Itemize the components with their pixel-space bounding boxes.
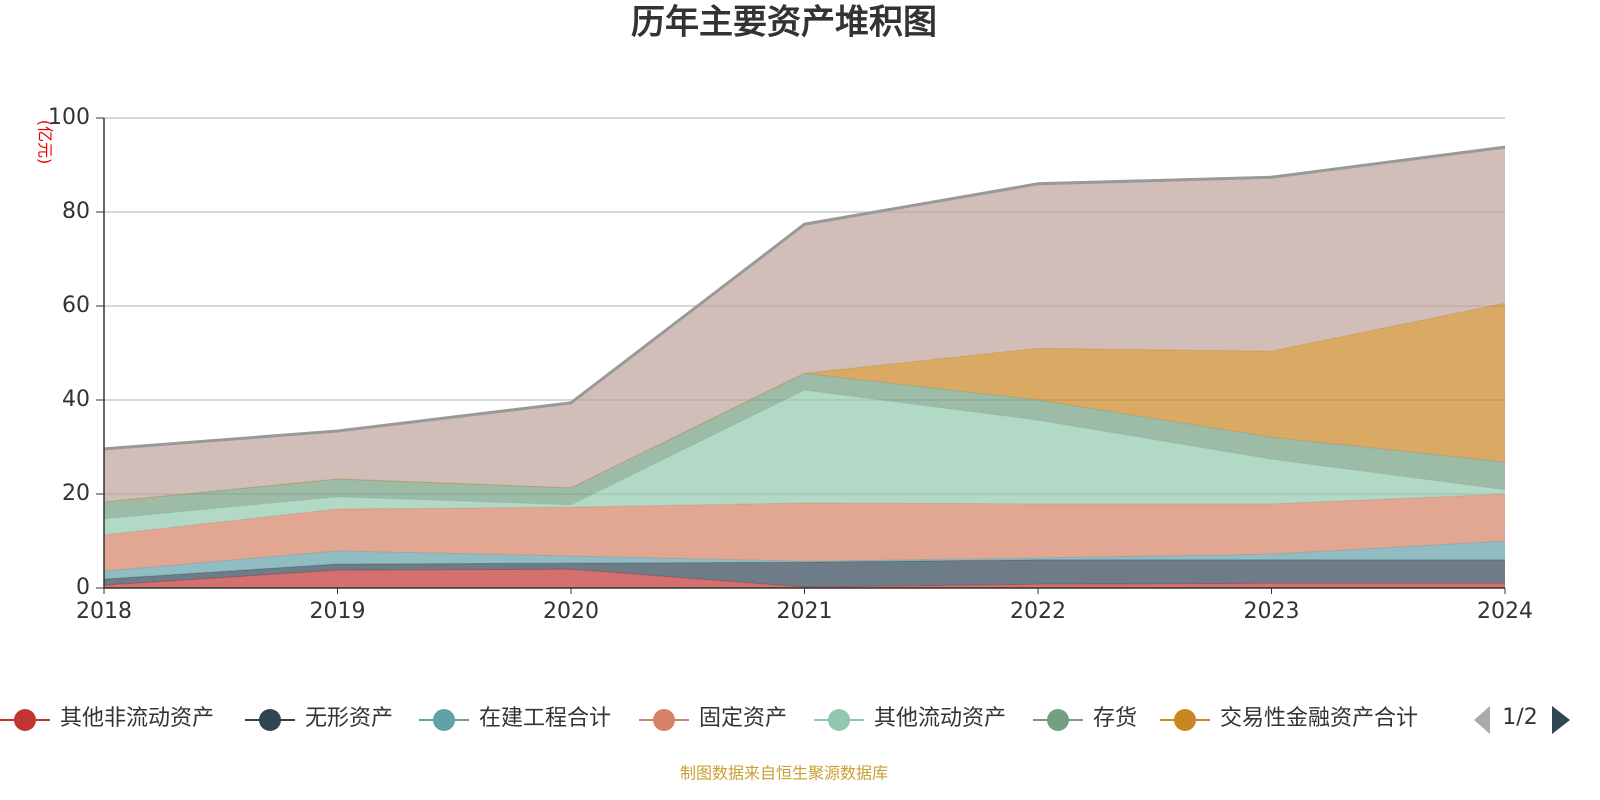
y-tick-label: 100	[48, 105, 90, 130]
area-line	[103, 145, 1506, 451]
area	[104, 303, 1505, 502]
legend-label: 无形资产	[305, 706, 393, 731]
legend-page: 1/2	[1502, 705, 1537, 730]
legend-item[interactable]: 在建工程合计	[419, 706, 611, 731]
legend-marker	[828, 709, 850, 731]
area	[104, 541, 1505, 580]
legend-label: 交易性金融资产合计	[1220, 706, 1418, 731]
x-tick-label: 2021	[777, 599, 833, 624]
legend-prev[interactable]	[1474, 706, 1490, 734]
legend-label: 存货	[1093, 706, 1137, 731]
y-tick-label: 80	[62, 199, 90, 224]
legend-item[interactable]: 交易性金融资产合计	[1160, 706, 1418, 731]
area	[104, 569, 1505, 588]
legend-marker	[14, 709, 36, 731]
x-tick-label: 2024	[1477, 599, 1533, 624]
y-tick-label: 20	[62, 481, 90, 506]
y-tick-label: 0	[76, 575, 90, 600]
x-tick-label: 2019	[310, 599, 366, 624]
legend-marker	[653, 709, 675, 731]
legend-next[interactable]	[1552, 706, 1570, 734]
area	[104, 494, 1505, 572]
legend-item[interactable]: 固定资产	[639, 706, 787, 731]
legend-item[interactable]: 其他非流动资产	[0, 706, 214, 731]
plot-area	[103, 117, 1506, 588]
legend-label: 在建工程合计	[479, 706, 611, 731]
y-tick-label: 40	[62, 387, 90, 412]
chart-title: 历年主要资产堆积图	[631, 3, 937, 43]
legend-label: 其他流动资产	[874, 706, 1006, 731]
y-tick-label: 60	[62, 293, 90, 318]
legend-item[interactable]: 其他流动资产	[814, 706, 1006, 731]
y-axis-label: (亿元)	[36, 120, 55, 165]
area	[104, 559, 1505, 588]
legend-item[interactable]: 存货	[1033, 706, 1137, 731]
legend-marker	[433, 709, 455, 731]
x-tick-label: 2022	[1010, 599, 1066, 624]
x-tick-label: 2018	[76, 599, 132, 624]
x-tick-label: 2023	[1244, 599, 1300, 624]
x-tick-label: 2020	[543, 599, 599, 624]
source-note: 制图数据来自恒生聚源数据库	[680, 764, 888, 783]
legend-item[interactable]: 无形资产	[245, 706, 393, 731]
area	[104, 373, 1505, 519]
legend-marker	[1174, 709, 1196, 731]
legend-pager[interactable]: 1/2	[1474, 705, 1570, 734]
legend-marker	[259, 709, 281, 731]
area	[104, 147, 1505, 502]
legend-marker	[1047, 709, 1069, 731]
legend-label: 其他非流动资产	[60, 706, 214, 731]
area	[104, 390, 1505, 535]
legend-label: 固定资产	[699, 706, 787, 731]
